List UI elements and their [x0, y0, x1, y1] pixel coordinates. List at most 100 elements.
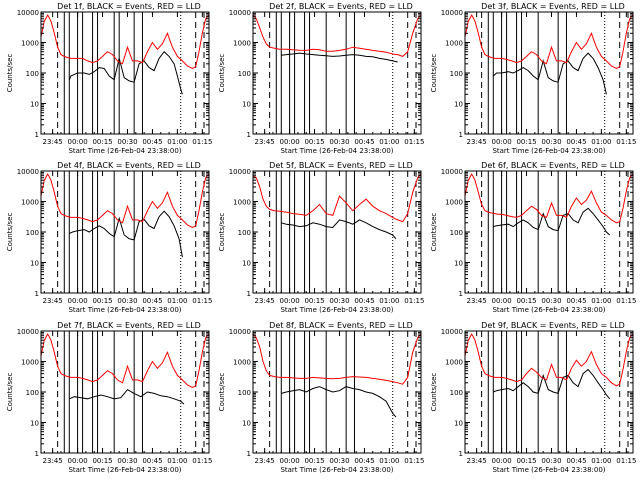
- x-tick-label: 00:15: [516, 457, 536, 465]
- y-tick-label: 1000: [445, 199, 463, 207]
- y-axis-label: Counts/sec: [430, 373, 438, 412]
- x-tick-label: 00:00: [492, 297, 512, 305]
- y-tick-label: 10000: [229, 328, 251, 336]
- y-axis-label: Counts/sec: [430, 213, 438, 252]
- x-tick-label: 01:00: [591, 297, 611, 305]
- y-axis-label: Counts/sec: [218, 54, 226, 93]
- lld-series-line: [40, 13, 210, 70]
- x-tick-label: 01:15: [404, 297, 424, 305]
- x-tick-label: 00:30: [329, 138, 349, 146]
- y-tick-label: 1: [459, 290, 463, 298]
- lld-series-line: [464, 13, 634, 70]
- y-tick-label: 1000: [21, 40, 39, 48]
- x-axis-label: Start Time (26-Feb-04 23:38:00): [68, 306, 181, 314]
- panel-det-8: Det 8f, BLACK = Events, RED = LLD 1 10 100 1…: [218, 321, 424, 474]
- x-tick-label: 01:15: [616, 138, 636, 146]
- panel-title: Det 7f, BLACK = Events, RED = LLD: [57, 321, 201, 330]
- x-tick-label: 01:00: [591, 457, 611, 465]
- y-tick-label: 10: [454, 420, 463, 428]
- panel-det-4: Det 4f, BLACK = Events, RED = LLD 1 10 100 1…: [6, 161, 212, 314]
- x-tick-label: 01:15: [192, 297, 212, 305]
- y-tick-label: 100: [450, 229, 463, 237]
- x-axis-label: Start Time (26-Feb-04 23:38:00): [68, 147, 181, 155]
- x-tick-label: 00:45: [354, 457, 374, 465]
- x-tick-label: 00:30: [117, 138, 137, 146]
- y-tick-label: 1: [247, 290, 251, 298]
- x-tick-label: 01:15: [616, 297, 636, 305]
- x-tick-label: 00:45: [354, 138, 374, 146]
- y-tick-label: 1000: [445, 40, 463, 48]
- x-axis-label: Start Time (26-Feb-04 23:38:00): [492, 466, 605, 474]
- y-tick-label: 10: [454, 101, 463, 109]
- y-tick-label: 10000: [17, 168, 39, 176]
- plot-frame: [40, 170, 210, 294]
- y-tick-label: 1: [247, 450, 251, 458]
- x-axis-label: Start Time (26-Feb-04 23:38:00): [280, 466, 393, 474]
- events-series-line: [68, 50, 183, 95]
- panel-det-6: Det 6f, BLACK = Events, RED = LLD 1 10 100 1…: [430, 161, 636, 314]
- y-tick-label: 100: [26, 229, 39, 237]
- x-axis-label: Start Time (26-Feb-04 23:38:00): [492, 306, 605, 314]
- panel-det-1: Det 1f, BLACK = Events, RED = LLD 1 10 100 1…: [6, 2, 212, 155]
- x-axis-label: Start Time (26-Feb-04 23:38:00): [280, 306, 393, 314]
- panel-det-5: Det 5f, BLACK = Events, RED = LLD 1 10 100 1…: [218, 161, 424, 314]
- y-axis-label: Counts/sec: [218, 213, 226, 252]
- y-tick-label: 100: [26, 70, 39, 78]
- x-tick-label: 00:45: [566, 138, 586, 146]
- y-tick-label: 1000: [445, 359, 463, 367]
- lld-series-line: [252, 14, 422, 57]
- plot-frame: [252, 11, 422, 135]
- y-tick-label: 1000: [233, 40, 251, 48]
- panel-title: Det 3f, BLACK = Events, RED = LLD: [481, 2, 625, 11]
- events-series-line: [493, 207, 611, 236]
- panel-det-2: Det 2f, BLACK = Events, RED = LLD 1 10 100 1…: [218, 2, 424, 155]
- panel-det-9: Det 9f, BLACK = Events, RED = LLD 1 10 100 1…: [430, 321, 636, 474]
- y-tick-label: 10: [30, 420, 39, 428]
- x-tick-label: 00:30: [329, 297, 349, 305]
- lld-series-line: [464, 172, 634, 224]
- x-tick-label: 00:15: [516, 297, 536, 305]
- x-tick-label: 23:45: [43, 297, 63, 305]
- y-tick-label: 100: [26, 389, 39, 397]
- events-series-line: [492, 52, 607, 95]
- y-tick-label: 10000: [229, 168, 251, 176]
- panel-title: Det 1f, BLACK = Events, RED = LLD: [57, 2, 201, 11]
- y-tick-label: 100: [238, 70, 251, 78]
- panel-title: Det 6f, BLACK = Events, RED = LLD: [481, 161, 625, 170]
- x-tick-label: 00:00: [68, 457, 88, 465]
- y-tick-label: 1: [35, 290, 39, 298]
- lld-series-line: [252, 173, 422, 223]
- y-tick-label: 10: [242, 101, 251, 109]
- x-tick-label: 00:15: [516, 138, 536, 146]
- events-series-line: [69, 210, 183, 258]
- x-tick-label: 23:45: [43, 457, 63, 465]
- y-tick-label: 10: [30, 260, 39, 268]
- plot-frame: [252, 330, 422, 454]
- panel-title: Det 2f, BLACK = Events, RED = LLD: [269, 2, 413, 11]
- y-tick-label: 10: [242, 260, 251, 268]
- y-tick-label: 1: [459, 131, 463, 139]
- y-tick-label: 1000: [233, 199, 251, 207]
- x-tick-label: 00:30: [541, 297, 561, 305]
- x-tick-label: 00:00: [68, 297, 88, 305]
- y-axis-label: Counts/sec: [6, 213, 14, 252]
- x-tick-label: 00:45: [354, 297, 374, 305]
- y-tick-label: 10000: [441, 328, 463, 336]
- x-tick-label: 00:30: [541, 457, 561, 465]
- y-tick-label: 10: [30, 101, 39, 109]
- x-tick-label: 00:15: [92, 297, 112, 305]
- panel-det-3: Det 3f, BLACK = Events, RED = LLD 1 10 100 1…: [430, 2, 636, 155]
- x-tick-label: 00:00: [68, 138, 88, 146]
- y-axis-label: Counts/sec: [6, 54, 14, 93]
- x-tick-label: 00:45: [566, 457, 586, 465]
- y-axis-label: Counts/sec: [6, 373, 14, 412]
- events-series-line: [493, 368, 611, 400]
- x-tick-label: 00:15: [92, 457, 112, 465]
- panel-title: Det 5f, BLACK = Events, RED = LLD: [269, 161, 413, 170]
- y-tick-label: 1: [35, 450, 39, 458]
- x-tick-label: 01:00: [379, 138, 399, 146]
- x-tick-label: 01:00: [167, 457, 187, 465]
- lld-series-line: [40, 332, 210, 389]
- x-axis-label: Start Time (26-Feb-04 23:38:00): [492, 147, 605, 155]
- events-series-line: [281, 386, 397, 418]
